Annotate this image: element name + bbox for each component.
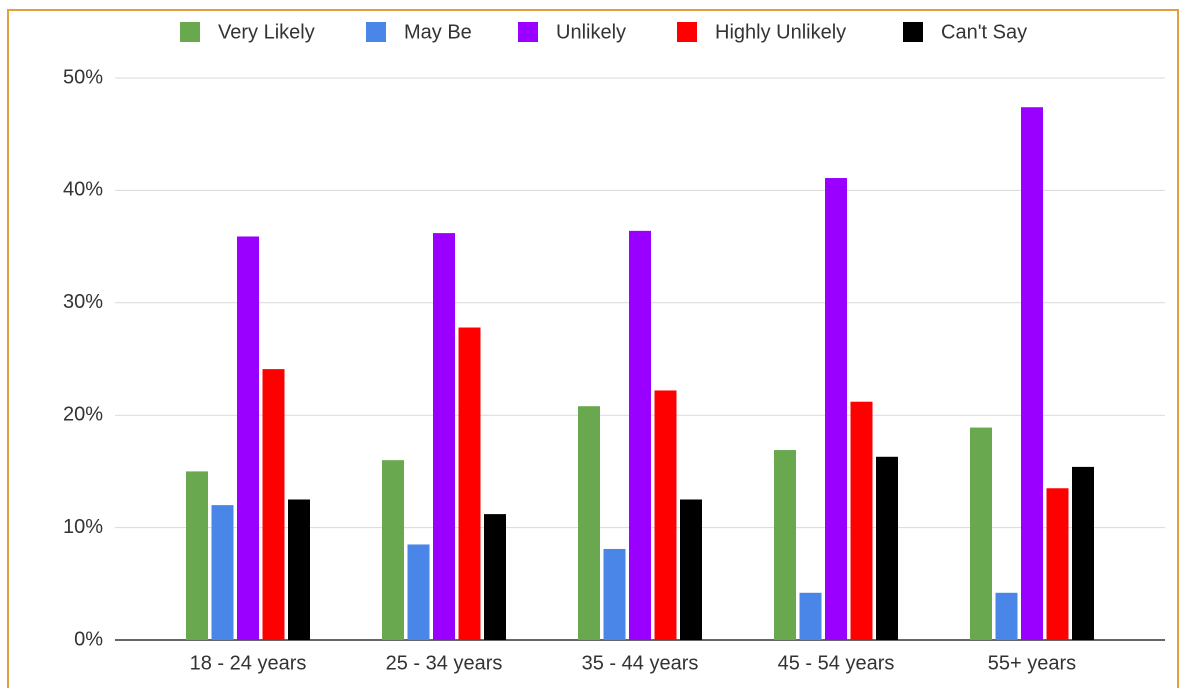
y-tick-label: 20% [63, 403, 103, 425]
legend-label: May Be [404, 21, 472, 43]
y-tick-label: 40% [63, 179, 103, 201]
legend-swatch [180, 22, 200, 42]
bar [629, 230, 651, 640]
bar [654, 390, 677, 640]
legend-label: Unlikely [556, 21, 626, 43]
bar [825, 178, 847, 640]
legend-swatch [518, 22, 538, 42]
legend-swatch [677, 22, 697, 42]
bar [211, 505, 234, 640]
bar [484, 514, 506, 640]
x-tick-label: 45 - 54 years [778, 652, 895, 674]
x-tick-label: 35 - 44 years [582, 652, 699, 674]
bar [578, 406, 600, 640]
legend-label: Highly Unlikely [715, 21, 846, 43]
bar [237, 236, 259, 640]
y-tick-label: 0% [74, 628, 103, 650]
bar [799, 592, 822, 640]
frame [7, 9, 1179, 688]
bar [262, 369, 285, 640]
bar [186, 471, 208, 640]
bar [407, 544, 430, 640]
bar [1021, 107, 1043, 640]
legend-label: Can't Say [941, 21, 1027, 43]
bar [680, 499, 702, 640]
bar [288, 499, 310, 640]
y-tick-label: 30% [63, 291, 103, 313]
bar [970, 427, 992, 640]
bar [458, 327, 481, 640]
bar [1072, 466, 1094, 640]
x-tick-label: 25 - 34 years [386, 652, 503, 674]
bar [774, 450, 796, 640]
bar [876, 456, 898, 640]
bar [850, 401, 873, 640]
legend-label: Very Likely [218, 21, 315, 43]
bar [995, 592, 1018, 640]
bar [433, 233, 455, 640]
legend-swatch [366, 22, 386, 42]
bar [603, 548, 626, 640]
x-tick-label: 18 - 24 years [190, 652, 307, 674]
bar [1046, 488, 1069, 640]
legend-swatch [903, 22, 923, 42]
y-tick-label: 50% [63, 66, 103, 88]
y-tick-label: 10% [63, 516, 103, 538]
x-tick-label: 55+ years [988, 652, 1076, 674]
bar [382, 460, 404, 640]
